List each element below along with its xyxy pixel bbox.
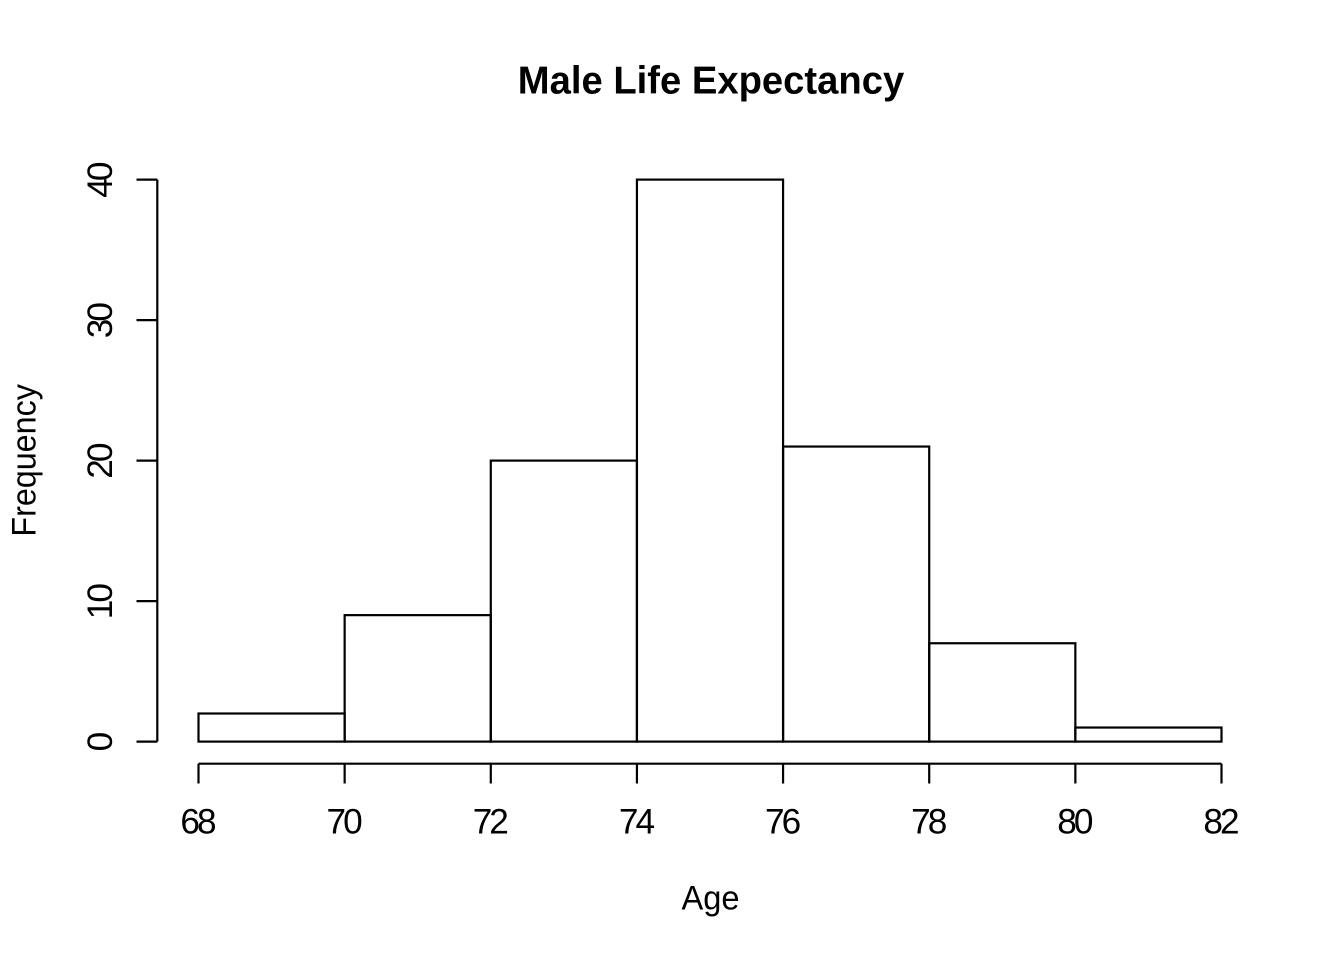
svg-text:78: 78 <box>911 802 947 841</box>
svg-text:20: 20 <box>81 443 120 479</box>
svg-text:30: 30 <box>81 302 120 338</box>
svg-text:82: 82 <box>1203 802 1239 841</box>
svg-text:72: 72 <box>473 802 509 841</box>
svg-text:68: 68 <box>180 802 216 841</box>
svg-text:76: 76 <box>765 802 801 841</box>
svg-text:74: 74 <box>619 802 655 841</box>
svg-text:80: 80 <box>1057 802 1093 841</box>
svg-text:Age: Age <box>682 880 740 918</box>
svg-text:0: 0 <box>81 732 120 752</box>
svg-text:Frequency: Frequency <box>6 384 44 537</box>
svg-text:Male Life Expectancy: Male Life Expectancy <box>518 60 905 103</box>
svg-text:40: 40 <box>81 162 120 198</box>
svg-text:70: 70 <box>327 802 363 841</box>
svg-text:10: 10 <box>81 583 120 619</box>
